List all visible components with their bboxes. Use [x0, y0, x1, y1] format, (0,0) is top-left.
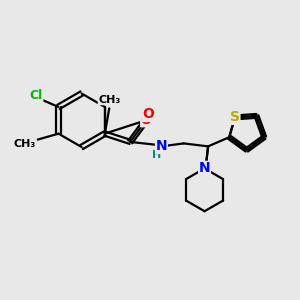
Text: Cl: Cl — [30, 88, 43, 101]
Text: N: N — [156, 140, 167, 153]
Text: O: O — [142, 107, 154, 121]
Text: H: H — [152, 150, 162, 160]
Text: CH₃: CH₃ — [14, 139, 36, 149]
Text: CH₃: CH₃ — [98, 95, 120, 105]
Text: N: N — [199, 161, 210, 176]
Text: O: O — [141, 114, 151, 127]
Text: S: S — [230, 110, 240, 124]
